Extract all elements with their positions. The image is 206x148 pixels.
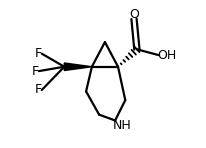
Text: NH: NH [112,119,130,132]
Polygon shape [64,63,91,70]
Text: OH: OH [156,49,176,62]
Text: F: F [32,65,39,78]
Text: F: F [34,83,42,96]
Text: O: O [128,8,138,21]
Text: F: F [34,47,42,60]
